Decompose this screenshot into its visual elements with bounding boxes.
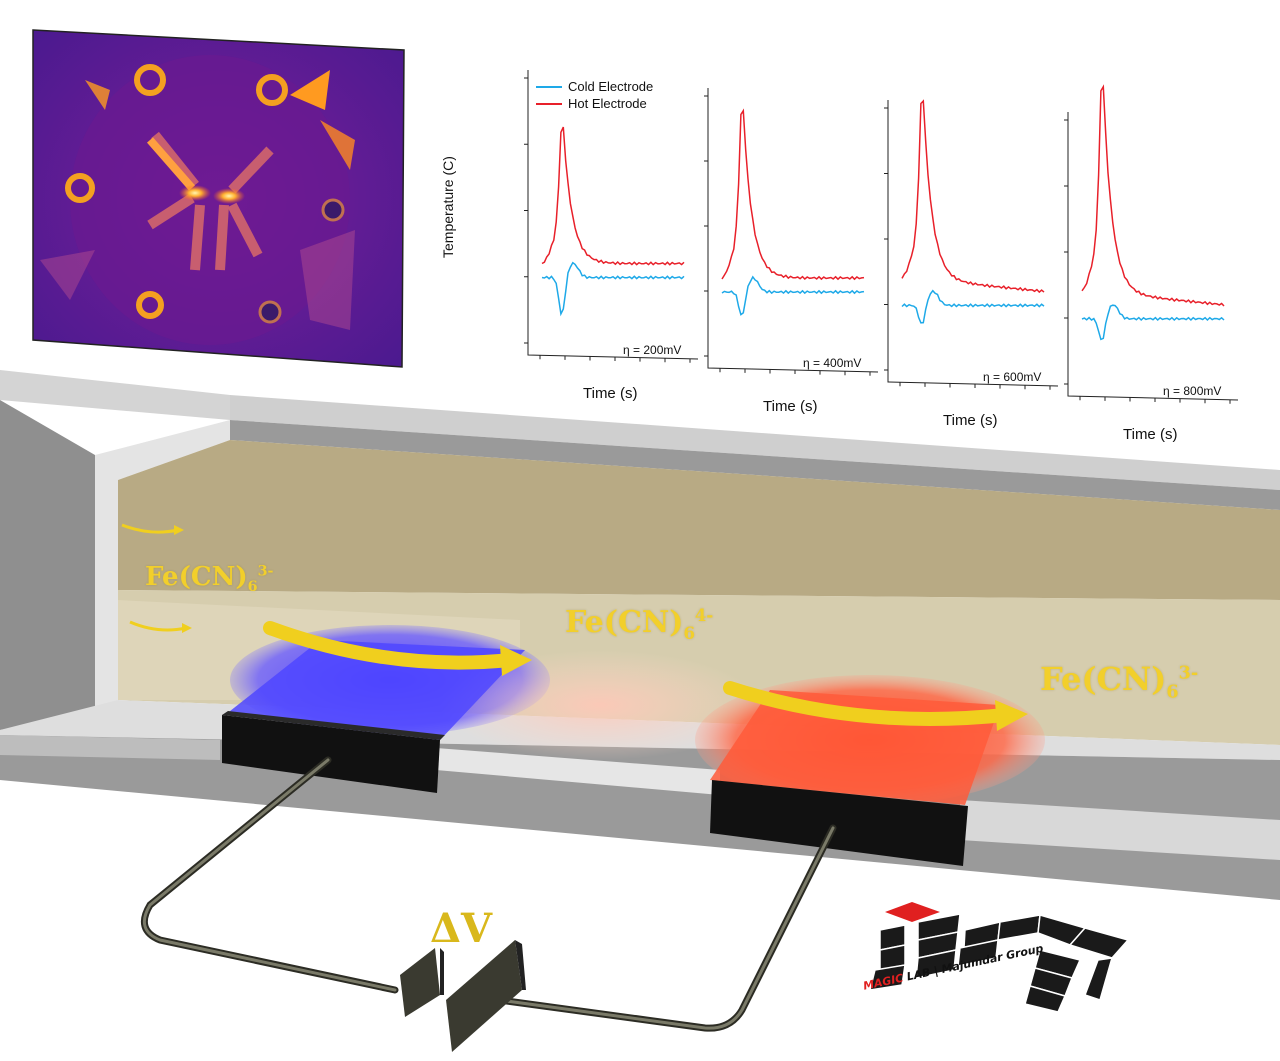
axis-line bbox=[1067, 112, 1239, 401]
y-axis-label: Temperature (C) bbox=[440, 156, 456, 258]
axis-line bbox=[527, 70, 699, 360]
overpotential-label: η = 600mV bbox=[983, 370, 1042, 384]
hot-electrode-series bbox=[541, 126, 685, 266]
hot-electrode-series bbox=[901, 99, 1045, 294]
axis-line bbox=[707, 88, 879, 373]
species-middle-label: Fe(CN)64- bbox=[565, 605, 714, 643]
cold-electrode-series bbox=[901, 289, 1045, 324]
legend-swatch-hot bbox=[536, 102, 562, 105]
overpotential-label: η = 400mV bbox=[803, 356, 862, 370]
cold-electrode-series bbox=[541, 261, 685, 317]
legend-swatch-cold bbox=[536, 85, 562, 88]
x-axis-label: Time (s) bbox=[583, 385, 638, 402]
chart-legend: Cold Electrode Hot Electrode bbox=[536, 78, 653, 112]
species-right-label: Fe(CN)63- bbox=[1040, 660, 1199, 703]
x-axis-label: Time (s) bbox=[763, 398, 818, 415]
overpotential-label: η = 800mV bbox=[1163, 384, 1222, 398]
logo-mark bbox=[868, 902, 1130, 1013]
x-axis-label: Time (s) bbox=[943, 412, 998, 429]
cold-electrode-series bbox=[721, 275, 865, 316]
species-left-label: Fe(CN)63- bbox=[145, 562, 274, 596]
x-axis-label: Time (s) bbox=[1123, 426, 1178, 443]
hot-electrode-series bbox=[1081, 84, 1225, 307]
hot-electrode-series bbox=[721, 108, 865, 281]
voltage-label: ΔV bbox=[430, 905, 493, 952]
overpotential-label: η = 200mV bbox=[623, 343, 682, 357]
axis-line bbox=[887, 100, 1059, 387]
cold-electrode-series bbox=[1081, 304, 1225, 341]
legend-hot: Hot Electrode bbox=[568, 96, 647, 111]
legend-cold: Cold Electrode bbox=[568, 79, 654, 94]
